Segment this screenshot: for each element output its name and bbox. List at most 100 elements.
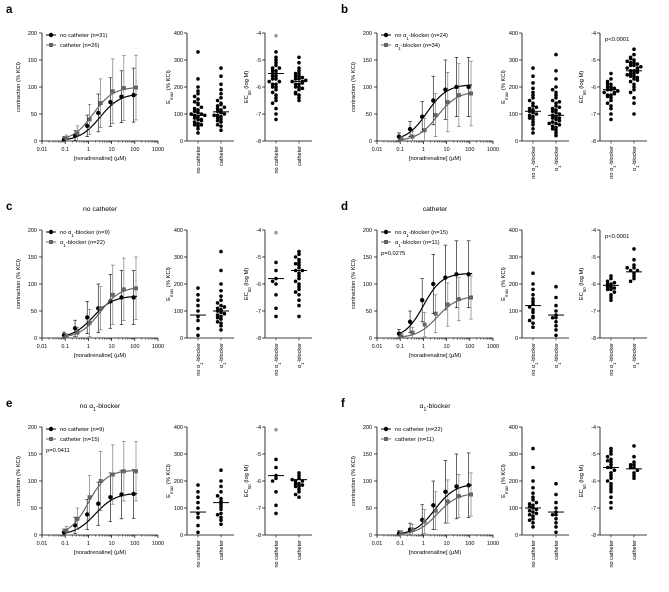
data-point (632, 266, 636, 270)
x-axis-label: [noradrenaline] (µM) (74, 156, 126, 162)
data-point (196, 506, 200, 510)
y-tick-label: -4 (591, 31, 596, 37)
data-point (196, 108, 200, 112)
data-point (445, 499, 450, 504)
data-point (274, 85, 278, 89)
data-point (215, 320, 220, 324)
data-point (609, 295, 613, 300)
data-point (196, 121, 200, 126)
data-point (531, 96, 535, 100)
data-point (422, 519, 427, 524)
scatter-plot: 0 100 200 300 400 Emax (% KCl) no α1-blocker α1… (166, 228, 234, 376)
x-tick-label: 100 (465, 344, 474, 350)
panel-e: e no α1-blocker (6, 398, 121, 413)
data-point (219, 328, 223, 332)
y-tick-label: -8 (591, 336, 596, 342)
data-point (531, 307, 535, 312)
data-point (196, 298, 200, 303)
data-point (297, 473, 301, 478)
y-tick-label: 200 (509, 282, 518, 288)
legend-entry: no α1-blocker (n=9) (60, 230, 110, 238)
data-point (531, 503, 535, 508)
data-point (609, 287, 613, 292)
data-point (632, 471, 636, 475)
data-point (531, 510, 535, 514)
data-point (297, 484, 301, 489)
y-axis-label: EC50 (log M) (244, 268, 252, 301)
data-point (219, 117, 223, 122)
data-point (531, 495, 535, 500)
data-point (297, 87, 301, 92)
data-point (72, 326, 78, 331)
data-point (219, 507, 223, 512)
category-label: no α1-blocker (531, 146, 539, 179)
data-point (609, 446, 613, 451)
data-point (196, 77, 200, 81)
data-point (85, 315, 90, 320)
y-tick-label: 50 (366, 112, 372, 118)
data-point (110, 292, 115, 297)
data-point (609, 298, 613, 303)
x-tick-label: 1 (87, 541, 90, 547)
x-tick-label: 10 (444, 541, 450, 547)
data-point (108, 495, 113, 500)
legend-marker (49, 43, 53, 47)
data-point (534, 112, 539, 116)
data-point (192, 116, 197, 120)
legend-marker (383, 229, 389, 235)
data-point (196, 117, 200, 122)
y-tick-label: 400 (174, 228, 183, 234)
data-point (215, 113, 220, 118)
data-point (297, 252, 301, 257)
data-point (550, 106, 555, 111)
data-point (196, 500, 200, 505)
data-point (219, 124, 223, 128)
data-point (605, 287, 610, 292)
scatter-plot: -4 -5 -6 -7 -8 EC50 (log M) no catheter cathete… (579, 425, 647, 568)
data-point (554, 309, 558, 313)
data-point (297, 495, 301, 500)
data-point (456, 297, 461, 302)
legend-marker (49, 240, 53, 244)
data-point (632, 71, 636, 76)
y-tick-label: -5 (591, 452, 596, 458)
data-point (274, 82, 278, 87)
curve-plot: 0 50 100 150 200 0.01 0.1 1 10 100 1000 [noradrenal… (16, 228, 164, 359)
y-tick-label: -4 (256, 228, 261, 234)
data-point (110, 89, 115, 94)
data-point (274, 74, 278, 78)
panel-b: b (341, 4, 348, 16)
data-point (554, 525, 558, 529)
data-point (219, 522, 223, 526)
data-point (75, 516, 80, 521)
outlier-point (274, 230, 278, 235)
y-tick-label: 0 (180, 336, 183, 342)
x-tick-label: 0.01 (37, 541, 48, 547)
data-point (531, 310, 535, 315)
data-point (531, 282, 535, 286)
y-tick-label: 50 (366, 506, 372, 512)
data-point (531, 287, 535, 292)
category-label: no α1-blocker (274, 343, 282, 376)
data-point (274, 69, 278, 73)
data-point (108, 99, 113, 105)
data-point (469, 492, 473, 497)
data-point (527, 518, 532, 522)
data-point (399, 531, 404, 536)
category-label: α1-blocker (554, 146, 562, 171)
y-tick-label: 100 (28, 282, 37, 288)
y-tick-label: 400 (509, 31, 518, 37)
x-tick-label: 0.01 (37, 147, 48, 153)
data-point (297, 287, 301, 292)
data-point (443, 489, 448, 494)
y-tick-label: 50 (31, 506, 37, 512)
data-point (215, 306, 220, 311)
data-point (219, 282, 223, 286)
data-point (531, 521, 535, 525)
data-point (407, 126, 413, 132)
data-point (297, 471, 301, 475)
fit-curve (397, 272, 473, 335)
data-point (550, 116, 555, 120)
x-tick-label: 100 (465, 147, 474, 153)
data-point (632, 96, 636, 100)
